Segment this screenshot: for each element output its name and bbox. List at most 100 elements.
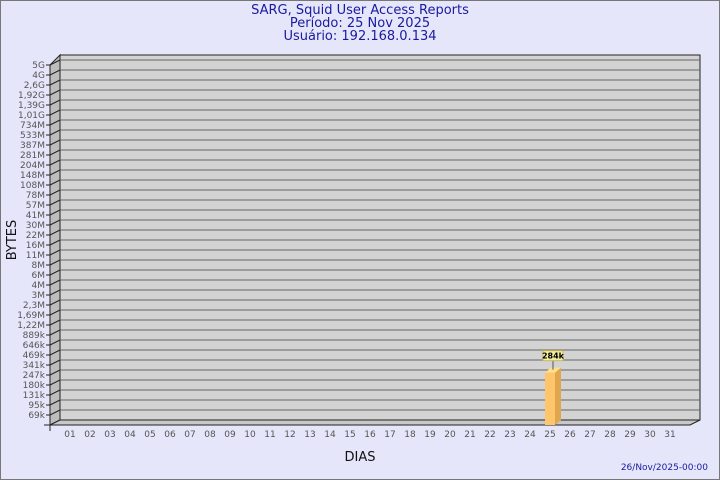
y-tick-slant <box>49 409 61 416</box>
y-tick-label: 95k <box>28 401 45 411</box>
y-tick-slant <box>49 89 61 96</box>
y-tick-slant <box>49 159 61 166</box>
x-tick-label: 12 <box>284 430 295 440</box>
y-tick-slant <box>49 309 61 316</box>
y-tick-label: 4M <box>32 281 46 291</box>
y-tick-label: 108M <box>20 181 45 191</box>
y-tick-slant <box>49 399 61 406</box>
x-tick-label: 16 <box>364 430 376 440</box>
y-tick-label: 469k <box>23 351 46 361</box>
x-tick-label: 19 <box>424 430 436 440</box>
x-tick-label: 22 <box>484 430 495 440</box>
y-tick-label: 889k <box>23 331 46 341</box>
x-tick-label: 29 <box>624 430 636 440</box>
y-tick-label: 4G <box>32 71 45 81</box>
y-tick-label: 247k <box>23 371 46 381</box>
x-tick-label: 26 <box>564 430 576 440</box>
x-tick-label: 04 <box>124 430 136 440</box>
y-tick-slant <box>49 349 61 356</box>
x-tick-label: 15 <box>344 430 355 440</box>
y-tick-slant <box>49 329 61 336</box>
x-tick-label: 28 <box>604 430 616 440</box>
x-tick-label: 08 <box>204 430 216 440</box>
y-tick-slant <box>49 209 61 216</box>
y-tick-label: 1,01G <box>18 111 45 121</box>
y-tick-label: 131k <box>23 391 46 401</box>
y-tick-slant <box>49 219 61 226</box>
y-tick-slant <box>49 249 61 256</box>
y-tick-label: 734M <box>20 121 45 131</box>
y-tick-slant <box>49 339 61 346</box>
y-tick-slant <box>49 389 61 396</box>
x-axis-label: DIAS <box>345 450 376 465</box>
y-tick-label: 22M <box>26 231 45 241</box>
chart-period: Período: 25 Nov 2025 <box>289 16 431 31</box>
y-tick-slant <box>49 229 61 236</box>
x-tick-label: 02 <box>84 430 95 440</box>
y-tick-label: 57M <box>26 201 45 211</box>
y-tick-label: 1,69M <box>17 311 45 321</box>
x-tick-label: 25 <box>544 430 555 440</box>
y-tick-slant <box>49 139 61 146</box>
y-tick-label: 30M <box>26 221 45 231</box>
y-tick-slant <box>49 199 61 206</box>
data-label-box <box>542 350 564 362</box>
bar-top <box>545 367 561 373</box>
x-tick-label: 24 <box>524 430 536 440</box>
y-axis-label: BYTES <box>5 220 20 261</box>
y-tick-label: 281M <box>20 151 45 161</box>
y-tick-label: 148M <box>20 171 45 181</box>
x-tick-label: 18 <box>404 430 416 440</box>
x-tick-label: 03 <box>104 430 115 440</box>
y-tick-label: 387M <box>20 141 45 151</box>
y-tick-slant <box>49 279 61 286</box>
x-tick-label: 20 <box>444 430 456 440</box>
x-tick-label: 06 <box>164 430 176 440</box>
x-tick-label: 11 <box>264 430 275 440</box>
y-tick-slant <box>49 179 61 186</box>
y-tick-slant <box>49 109 61 116</box>
bar: 284k <box>542 350 565 425</box>
y-tick-label: 5G <box>32 61 45 71</box>
x-tick-label: 27 <box>584 430 595 440</box>
y-tick-label: 69k <box>28 411 45 421</box>
y-tick-slant <box>49 259 61 266</box>
y-tick-slant <box>49 99 61 106</box>
y-tick-slant <box>49 149 61 156</box>
data-label: 284k <box>542 352 565 361</box>
y-tick-label: 1,39G <box>18 101 45 111</box>
y-tick-label: 1,22M <box>17 321 45 331</box>
y-tick-slant <box>49 379 61 386</box>
y-tick-label: 16M <box>26 241 45 251</box>
x-tick-label: 21 <box>464 430 475 440</box>
y-tick-label: 41M <box>26 211 45 221</box>
x-tick-label: 01 <box>64 430 75 440</box>
x-tick-label: 05 <box>144 430 155 440</box>
y-tick-label: 8M <box>32 261 46 271</box>
y-tick-slant <box>49 269 61 276</box>
y-tick-slant <box>49 239 61 246</box>
x-tick-label: 14 <box>324 430 336 440</box>
back-wall <box>59 54 701 421</box>
y-tick-label: 180k <box>23 381 46 391</box>
x-tick-label: 30 <box>644 430 656 440</box>
y-tick-label: 6M <box>32 271 46 281</box>
bar-side <box>555 367 561 425</box>
y-tick-label: 533M <box>20 131 45 141</box>
x-tick-label: 31 <box>664 430 675 440</box>
y-tick-slant <box>49 299 61 306</box>
y-tick-slant <box>49 319 61 326</box>
floor <box>49 419 701 426</box>
chart-user: Usuário: 192.168.0.134 <box>283 29 437 44</box>
y-tick-slant <box>49 169 61 176</box>
y-tick-slant <box>49 189 61 196</box>
x-tick-label: 10 <box>244 430 256 440</box>
y-tick-label: 78M <box>26 191 45 201</box>
y-tick-slant <box>49 369 61 376</box>
y-tick-slant <box>49 359 61 366</box>
chart-title: SARG, Squid User Access Reports <box>251 3 469 18</box>
y-tick-label: 204M <box>20 161 45 171</box>
x-tick-label: 09 <box>224 430 236 440</box>
y-tick-label: 341k <box>23 361 46 371</box>
bar-front <box>545 372 555 425</box>
